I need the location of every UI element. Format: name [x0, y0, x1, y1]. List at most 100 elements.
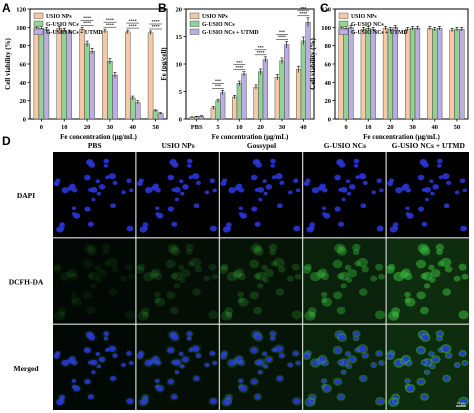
cell-nucleus — [238, 187, 245, 193]
bar — [232, 96, 238, 120]
cell-nucleus — [88, 334, 96, 341]
cell-nucleus — [156, 212, 164, 219]
legend-swatch — [189, 20, 200, 27]
micrograph-tile — [136, 152, 219, 238]
y-tick-label: 80 — [325, 43, 332, 50]
cell-cytoplasm — [420, 306, 429, 315]
cell-cytoplasm — [59, 271, 71, 282]
cell-nucleus — [220, 181, 227, 187]
cell-nucleus — [460, 398, 468, 405]
cell-nucleus — [182, 184, 189, 190]
column-header: Gossypol — [247, 141, 276, 150]
x-tick-label: 40 — [300, 124, 307, 131]
cell-nucleus — [96, 191, 102, 196]
bar — [130, 97, 136, 120]
cell-nucleus — [129, 188, 134, 193]
cell-nucleus — [180, 191, 185, 196]
cell-cytoplasm — [345, 277, 353, 283]
cell-nucleus — [254, 394, 261, 400]
cell-nucleus — [338, 334, 346, 341]
cell-nucleus — [238, 360, 245, 366]
cell-nucleus — [84, 347, 91, 354]
cell-nucleus — [108, 173, 116, 180]
y-tick-label: 20 — [325, 98, 332, 105]
cell-cytoplasm — [54, 311, 66, 321]
cell-cytoplasm — [428, 264, 435, 271]
cell-nucleus — [319, 183, 326, 189]
cell-nucleus — [226, 399, 232, 404]
cell-nucleus — [323, 385, 331, 392]
significance-stars: *** — [215, 84, 221, 89]
significance-stars: **** — [83, 21, 91, 26]
cell-nucleus — [193, 203, 200, 209]
bar — [220, 92, 226, 120]
cell-cytoplasm — [352, 249, 360, 256]
cell-nucleus — [295, 188, 301, 193]
cell-cytoplasm — [86, 273, 94, 280]
cell-nucleus — [387, 353, 394, 359]
cell-cytoplasm — [102, 249, 110, 256]
bar — [33, 27, 40, 120]
cell-nucleus — [421, 187, 427, 192]
cell-nucleus — [255, 162, 262, 168]
cell-nucleus — [322, 360, 328, 366]
cell-nucleus — [195, 353, 201, 358]
legend-swatch — [189, 28, 200, 35]
y-tick-label: 40 — [325, 80, 332, 87]
cell-cytoplasm — [153, 272, 163, 281]
legend-label: G-USIO NCs — [351, 22, 384, 28]
tile-background — [219, 238, 303, 324]
cell-cytoplasm — [338, 271, 350, 281]
bar — [459, 28, 465, 120]
cell-cytoplasm — [86, 306, 96, 315]
cell-cytoplasm — [232, 270, 242, 279]
cell-nucleus — [186, 158, 193, 164]
micrograph-tile — [218, 238, 303, 324]
cell-nucleus — [362, 180, 368, 186]
x-tick-label: 50 — [152, 124, 159, 131]
cell-cytoplasm — [461, 273, 469, 280]
cell-nucleus — [459, 178, 466, 184]
cell-nucleus — [402, 356, 410, 362]
cell-cytoplasm — [167, 243, 179, 254]
cell-nucleus — [334, 174, 341, 181]
column-header: G-USIO NCs + UTMD — [392, 141, 466, 150]
cell-nucleus — [418, 206, 425, 212]
cell-cytoplasm — [375, 263, 384, 271]
row-label: DAPI — [17, 191, 35, 200]
bar — [343, 28, 349, 120]
cell-nucleus — [226, 226, 232, 231]
cell-nucleus — [402, 183, 410, 189]
tile-background — [53, 238, 136, 324]
panel-c-chart: C 0 20 40 60 80 100 120 0 10 20 30 40 50 USIO NPs G-USI… — [309, 1, 469, 141]
cell-cytoplasm — [137, 263, 146, 271]
cell-nucleus — [288, 190, 293, 195]
y-axis-label: Cell viability (%) — [309, 37, 317, 89]
significance-stars: **** — [106, 17, 114, 22]
bar — [382, 28, 389, 120]
cell-nucleus — [263, 191, 268, 196]
micrograph-tile — [302, 324, 386, 410]
cell-cytoplasm — [224, 307, 234, 315]
cell-nucleus — [192, 345, 200, 352]
cell-nucleus — [424, 197, 430, 202]
significance-stars: **** — [83, 16, 91, 21]
cell-nucleus — [257, 186, 265, 193]
legend-label: USIO NPs — [351, 14, 377, 20]
significance-stars: **** — [152, 24, 160, 29]
cell-cytoplasm — [333, 291, 343, 300]
row-label: DCFH-DA — [9, 278, 44, 287]
row-label: Merged — [14, 364, 40, 373]
cell-nucleus — [432, 184, 439, 190]
cell-cytoplasm — [190, 257, 202, 268]
cell-nucleus — [155, 379, 160, 383]
cell-nucleus — [376, 398, 384, 405]
y-tick-label: 100 — [321, 25, 331, 32]
green-haze — [53, 238, 136, 324]
cell-cytoplasm — [111, 265, 119, 273]
cell-nucleus — [355, 175, 360, 180]
column-header: G-USIO NCs — [324, 141, 366, 150]
cell-nucleus — [228, 187, 236, 194]
cell-nucleus — [251, 379, 258, 385]
cell-nucleus — [71, 379, 77, 383]
